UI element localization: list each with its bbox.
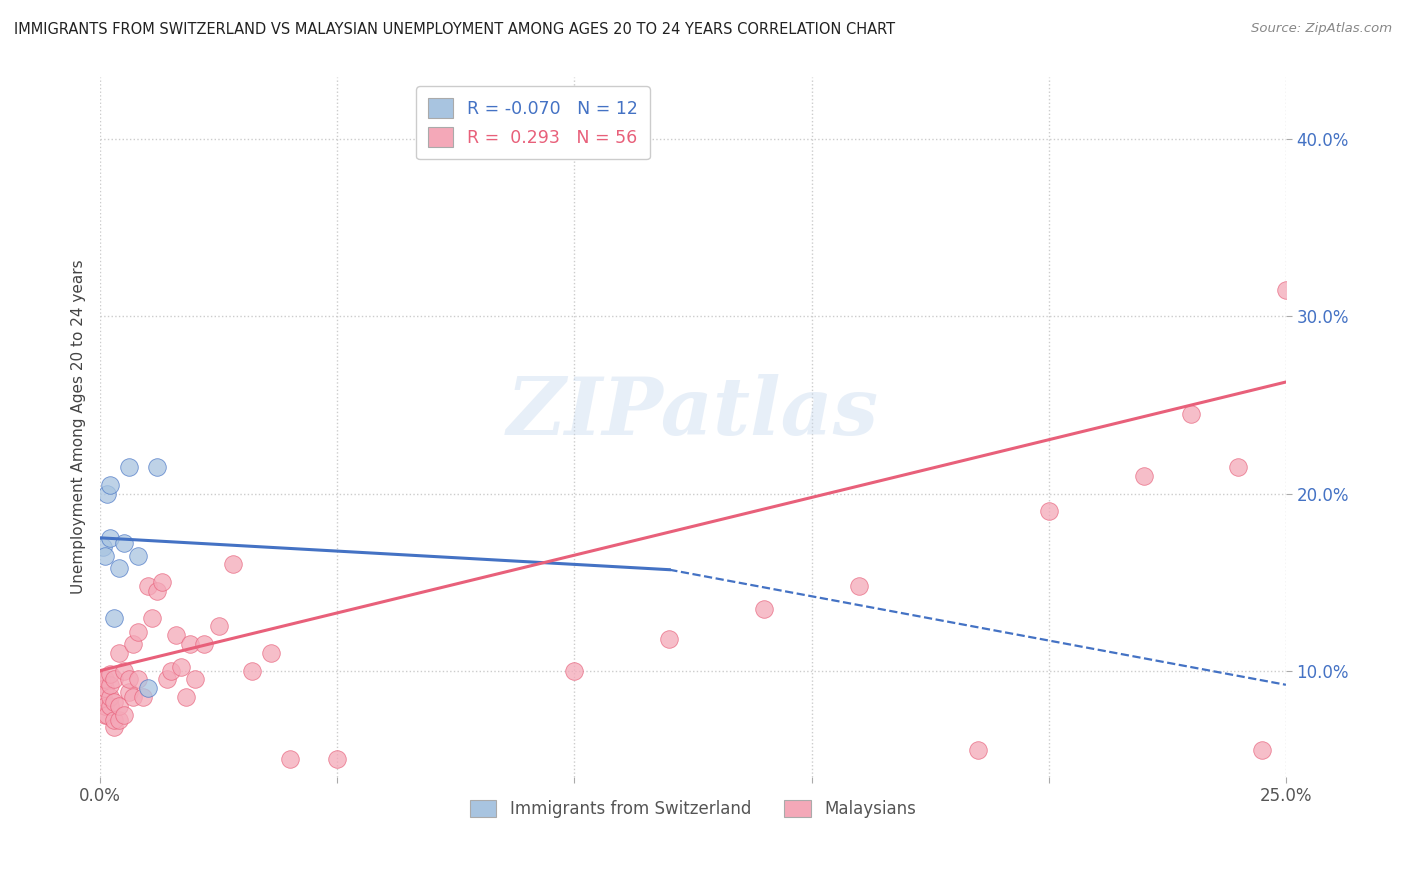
Text: ZIPatlas: ZIPatlas (508, 375, 879, 452)
Y-axis label: Unemployment Among Ages 20 to 24 years: Unemployment Among Ages 20 to 24 years (72, 260, 86, 594)
Point (94, 673, 117, 687)
Text: IMMIGRANTS FROM SWITZERLAND VS MALAYSIAN UNEMPLOYMENT AMONG AGES 20 TO 24 YEARS : IMMIGRANTS FROM SWITZERLAND VS MALAYSIAN… (14, 22, 896, 37)
Point (108, 561, 131, 575)
Point (90, 673, 112, 687)
Point (208, 619, 231, 633)
Point (146, 460, 169, 475)
Point (754, 601, 776, 615)
Point (117, 460, 139, 475)
Point (1132, 468, 1154, 483)
Point (91, 690, 114, 705)
Point (122, 637, 145, 651)
Point (127, 624, 149, 639)
Point (98, 699, 121, 714)
Point (160, 664, 183, 678)
Point (112, 707, 135, 722)
Point (1227, 460, 1250, 475)
Point (1180, 407, 1202, 421)
Point (326, 752, 349, 766)
Point (94, 707, 117, 722)
Point (94, 681, 117, 696)
Point (179, 637, 201, 651)
Point (108, 713, 131, 727)
Point (136, 579, 159, 593)
Point (96, 707, 118, 722)
Point (165, 628, 187, 642)
Point (222, 558, 245, 572)
Point (96, 486, 118, 500)
Point (1038, 504, 1060, 518)
Point (103, 696, 125, 710)
Point (174, 690, 197, 705)
Point (108, 646, 131, 660)
Point (98, 690, 121, 705)
Point (103, 610, 125, 624)
Point (240, 664, 263, 678)
Point (184, 673, 207, 687)
Point (848, 579, 870, 593)
Point (155, 673, 177, 687)
Text: Source: ZipAtlas.com: Source: ZipAtlas.com (1251, 22, 1392, 36)
Point (127, 549, 149, 563)
Point (658, 632, 681, 646)
Point (132, 690, 155, 705)
Point (150, 575, 173, 590)
Point (170, 660, 193, 674)
Point (117, 685, 139, 699)
Point (103, 713, 125, 727)
Point (278, 752, 301, 766)
Point (94, 549, 117, 563)
Point (136, 681, 159, 696)
Point (98, 667, 121, 681)
Point (98, 531, 121, 545)
Point (91, 540, 114, 554)
Point (108, 699, 131, 714)
Point (112, 664, 135, 678)
Point (141, 610, 163, 624)
Point (146, 583, 169, 598)
Point (564, 664, 586, 678)
Point (117, 673, 139, 687)
Point (103, 720, 125, 734)
Point (112, 536, 135, 550)
Point (122, 690, 145, 705)
Point (966, 743, 988, 757)
Point (127, 673, 149, 687)
Point (193, 637, 215, 651)
Point (1275, 283, 1298, 297)
Point (98, 477, 121, 491)
Point (1251, 743, 1274, 757)
Point (103, 673, 125, 687)
Point (98, 678, 121, 692)
Point (260, 646, 283, 660)
Legend: Immigrants from Switzerland, Malaysians: Immigrants from Switzerland, Malaysians (463, 793, 922, 824)
Point (94, 699, 117, 714)
